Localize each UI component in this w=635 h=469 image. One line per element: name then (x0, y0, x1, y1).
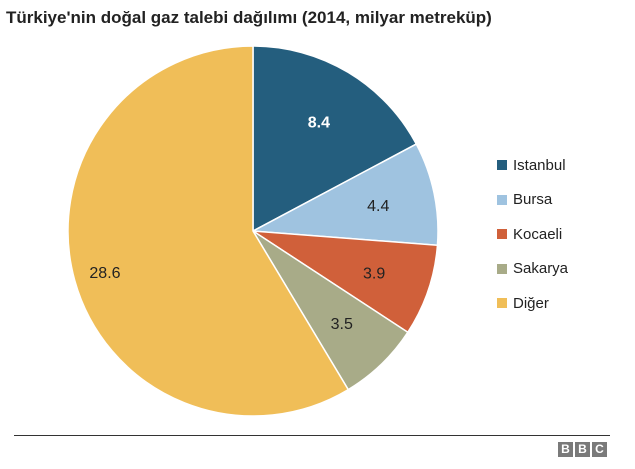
chart-title: Türkiye'nin doğal gaz talebi dağılımı (2… (6, 8, 492, 27)
legend-label-kocaeli: Kocaeli (513, 225, 563, 243)
legend-swatch-sakarya (497, 263, 507, 274)
bbc-logo-letter: B (558, 442, 573, 457)
legend-swatch-kocaeli (497, 229, 507, 239)
bbc-logo-letter: B (575, 442, 590, 457)
legend-swatch-istanbul (497, 160, 507, 170)
legend-label-istanbul: Istanbul (513, 156, 566, 174)
bbc-logo-letter: C (592, 442, 607, 457)
legend-label-bursa: Bursa (513, 191, 553, 208)
legend-item-diger: Diğer (497, 293, 568, 313)
data-label-kocaeli: 3.9 (363, 265, 385, 282)
data-label-bursa: 4.4 (367, 198, 389, 215)
legend-swatch-diger (497, 298, 507, 308)
bbc-logo: B B C (556, 442, 607, 457)
pie-slice-kocaeli (252, 230, 439, 334)
pie-slice-diger (67, 45, 350, 417)
footer-divider (14, 435, 610, 436)
legend-label-sakarya: Sakarya (513, 260, 569, 277)
legend-item-bursa: Bursa (497, 190, 568, 210)
data-label-diger: 28.6 (89, 265, 120, 282)
legend-item-sakarya: Sakarya (497, 259, 568, 279)
legend-item-kocaeli: Kocaeli (497, 224, 568, 244)
legend-label-diger: Diğer (513, 294, 549, 312)
legend-swatch-bursa (497, 194, 507, 205)
pie-slice-istanbul (252, 45, 418, 233)
legend-item-istanbul: Istanbul (497, 155, 568, 175)
pie-slice-bursa (250, 143, 439, 247)
data-label-istanbul: 8.4 (308, 114, 330, 131)
data-label-sakarya: 3.5 (331, 316, 353, 333)
legend: Istanbul Bursa Kocaeli Sakarya Diğer (497, 155, 568, 328)
